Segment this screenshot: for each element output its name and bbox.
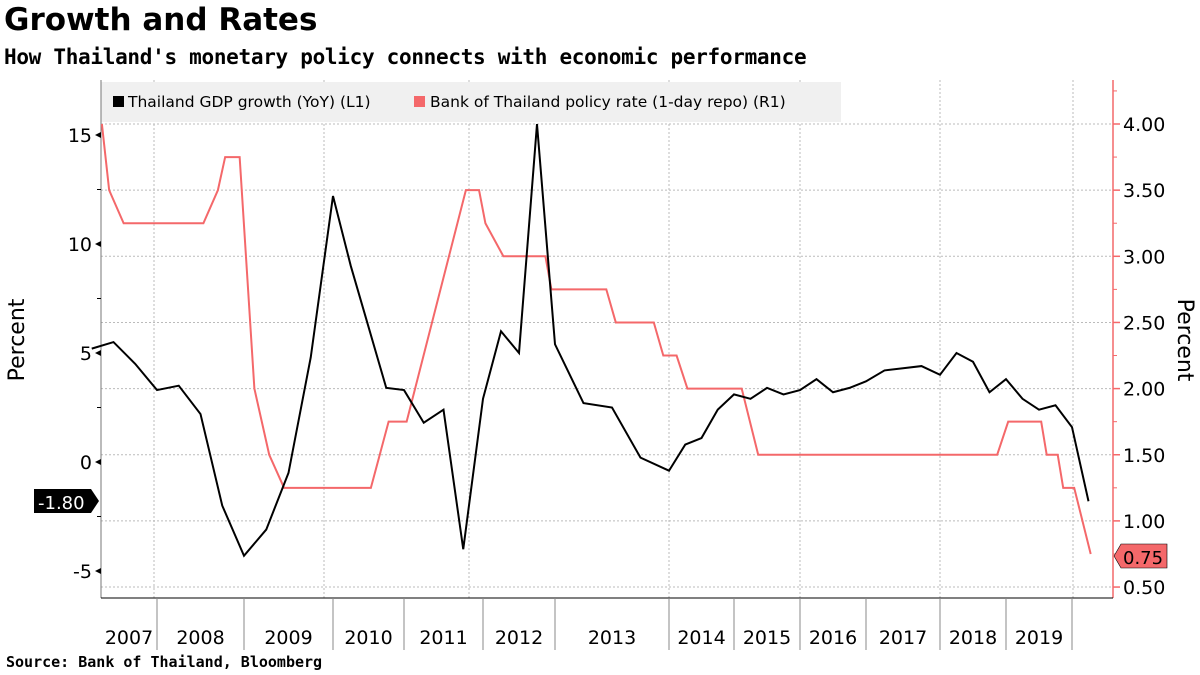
- source-note: Source: Bank of Thailand, Bloomberg: [6, 653, 323, 671]
- series-line-policy-rate: [100, 123, 1092, 555]
- chart-subtitle: How Thailand's monetary policy connects …: [4, 45, 807, 69]
- y-right-tick-label: 2.00: [1123, 379, 1165, 401]
- x-tick-label: 2010: [344, 627, 392, 649]
- y-left-tick-label: 0: [80, 452, 92, 474]
- y-right-axis-title: Percent: [1172, 299, 1197, 382]
- x-tick-label: 2019: [1015, 627, 1063, 649]
- y-right-tick-label: 3.50: [1123, 180, 1165, 202]
- y-right-tick-label: 4.00: [1123, 114, 1165, 136]
- y-right-tick-label: 0.50: [1123, 577, 1165, 599]
- gdp-last-value-label: -1.80: [38, 493, 85, 514]
- y-left-tick: [95, 459, 101, 465]
- y-left-tick-label: 15: [68, 125, 92, 147]
- y-left-tick: [95, 350, 101, 356]
- legend-swatch-gdp: [113, 96, 124, 107]
- x-tick-label: 2016: [809, 627, 857, 649]
- x-tick-label: 2007: [105, 627, 153, 649]
- rate-last-value-flag: [1113, 543, 1168, 569]
- x-tick-label: 2015: [743, 627, 791, 649]
- x-tick-label: 2008: [176, 627, 224, 649]
- gdp-last-value-flag: [34, 489, 99, 513]
- legend-swatch-rate: [414, 96, 425, 107]
- chart-title: Growth and Rates: [4, 2, 318, 38]
- x-tick-label: 2012: [495, 627, 543, 649]
- x-tick-label: 2009: [264, 627, 312, 649]
- series-lines: [91, 123, 1092, 558]
- axes: 4.00 3.50 3.00 2.50 2.00 1.50 1.00 0.50 15 10 5 0 -5…: [68, 80, 1165, 650]
- y-left-tick: [95, 241, 101, 247]
- y-left-tick: [95, 132, 101, 138]
- y-left-tick-label: 5: [80, 343, 92, 365]
- y-right-tick-label: 2.50: [1123, 312, 1165, 334]
- legend-background: [101, 82, 841, 122]
- y-left-tick: [95, 568, 101, 574]
- grid: [101, 80, 1113, 598]
- x-tick-label: 2014: [677, 627, 725, 649]
- x-tick-label: 2011: [419, 627, 467, 649]
- rate-last-value-label: 0.75: [1123, 548, 1163, 569]
- y-right-tick-label: 1.50: [1123, 445, 1165, 467]
- legend-label-gdp: Thailand GDP growth (YoY) (L1): [127, 93, 371, 111]
- y-left-tick-label: 10: [68, 234, 92, 256]
- legend-label-rate: Bank of Thailand policy rate (1-day repo…: [430, 93, 786, 111]
- y-right-tick-label: 3.00: [1123, 246, 1165, 268]
- x-tick-label: 2017: [879, 627, 927, 649]
- y-left-axis-title: Percent: [5, 298, 30, 381]
- y-left-tick-label: -5: [73, 561, 92, 583]
- x-tick-label: 2018: [949, 627, 997, 649]
- x-tick-label: 2013: [588, 627, 636, 649]
- y-right-tick-label: 1.00: [1123, 511, 1165, 533]
